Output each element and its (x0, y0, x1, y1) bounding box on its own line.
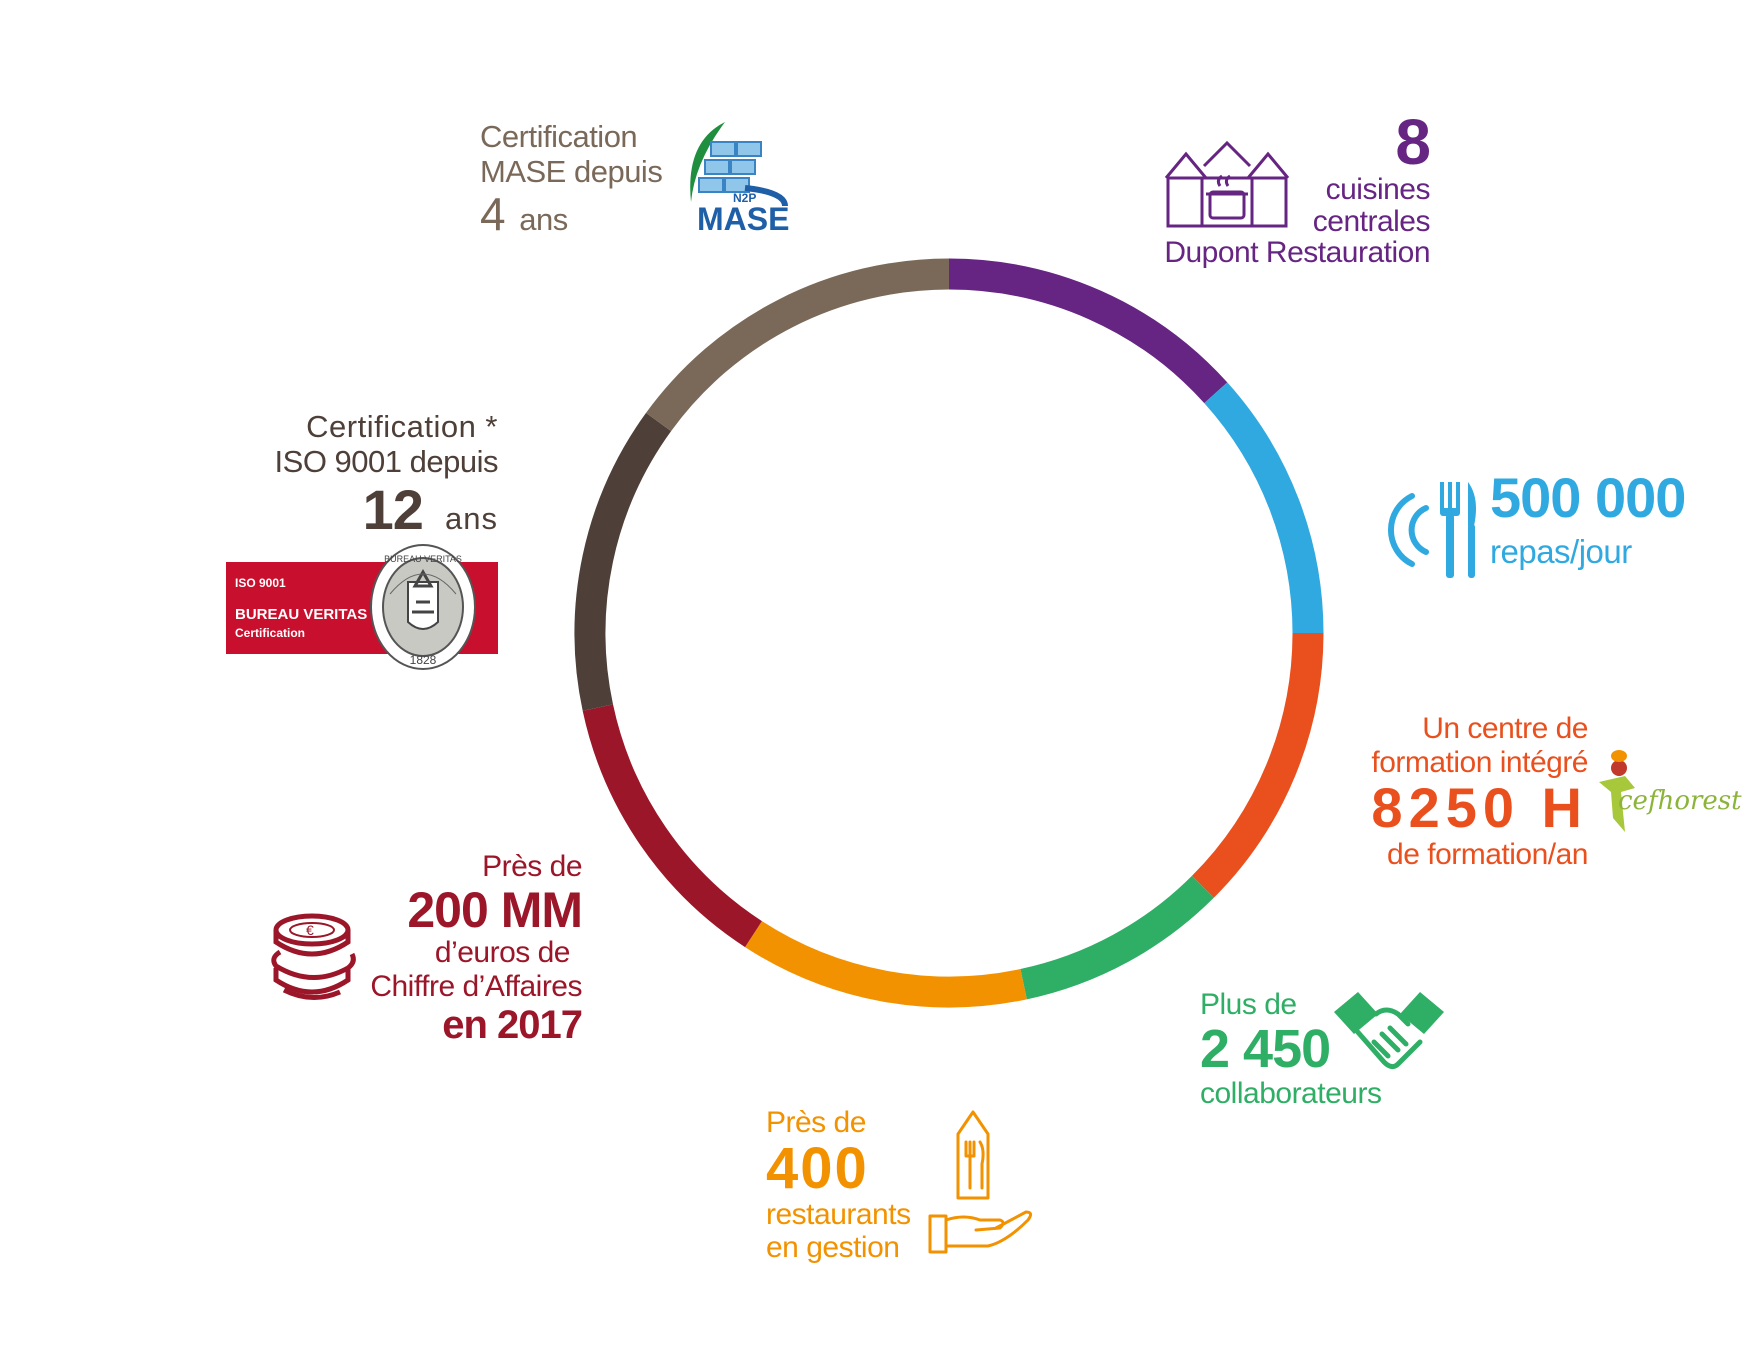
restaurants-prefix: Près de (766, 1106, 866, 1139)
restaurants-number: 400 (766, 1135, 869, 1201)
mase-logo-main: MASE (697, 201, 789, 237)
revenue-line3: d’euros de (434, 936, 571, 970)
training-line4: de formation/an (1387, 837, 1588, 871)
meals-number: 500 000 (1490, 466, 1686, 529)
mase-logo: N2P MASE (690, 122, 789, 237)
mase-line1: Certification (480, 119, 638, 154)
revenue-block: Près de 200 MM d’euros de Chiffre d’Affa… (340, 850, 583, 1048)
cefhorest-logo-text: cefhorest (1618, 786, 1742, 816)
iso-years-line: 12 ans (240, 479, 498, 542)
meals-block: 500 000 repas/jour (1490, 466, 1686, 571)
mase-block: Certification MASE depuis 4 ans (480, 119, 663, 241)
staff-prefix: Plus de (1200, 988, 1297, 1021)
restaurants-line3: restaurants (766, 1197, 911, 1231)
mase-years-unit: ans (519, 202, 568, 238)
meals-unit: repas/jour (1490, 533, 1632, 570)
bv-badge-line3: Certification (235, 626, 306, 640)
revenue-year: en 2017 (442, 1003, 583, 1048)
ring-segment-8 (646, 258, 950, 432)
kitchens-number: 8 (1395, 106, 1431, 178)
kitchens-line2: centrales (1312, 204, 1431, 238)
training-line1: Un centre de (1422, 712, 1588, 745)
bv-seal-top: BUREAU VERITAS (384, 554, 462, 564)
training-hours: 8250 H (1371, 776, 1588, 840)
kitchens-block: 8 cuisines centrales Dupont Restauration (1140, 106, 1431, 269)
revenue-number: 200 MM (407, 881, 583, 938)
training-block: Un centre de formation intégré 8250 H de… (1290, 712, 1588, 872)
restaurants-line4: en gestion (766, 1231, 900, 1265)
staff-unit: collaborateurs (1200, 1076, 1382, 1110)
coins-stack-icon: € (271, 913, 356, 1000)
ring-segment-7 (574, 412, 672, 711)
plate-fork-knife-icon (1388, 482, 1476, 578)
iso-line2: ISO 9001 depuis (274, 443, 499, 479)
restaurants-block: Près de 400 restaurants en gestion (766, 1106, 911, 1265)
staff-block: Plus de 2 450 collaborateurs (1200, 988, 1382, 1110)
iso-years: 12 (362, 478, 424, 542)
kitchens-line1: cuisines (1325, 173, 1431, 206)
hand-cutlery-icon (928, 1110, 1033, 1254)
revenue-prefix: Près de (482, 850, 582, 883)
ring-segment-4 (1020, 875, 1214, 1000)
mase-line2: MASE depuis (480, 153, 663, 189)
ring-segment-3 (1191, 632, 1324, 898)
bv-badge-line2: BUREAU VERITAS (235, 606, 368, 623)
mase-logo-small: N2P (733, 191, 756, 205)
iso-block: Certification * ISO 9001 depuis 12 ans (240, 409, 499, 542)
bureau-veritas-seal: 1828 BUREAU VERITAS (370, 544, 476, 670)
revenue-line4: Chiffre d’Affaires (370, 969, 582, 1003)
bv-seal-year: 1828 (410, 653, 437, 667)
training-line2: formation intégré (1371, 745, 1588, 779)
cefhorest-logo (1599, 750, 1635, 832)
ring-segment-2 (1204, 382, 1324, 634)
iso-years-unit: ans (445, 501, 498, 537)
handshake-icon (1334, 992, 1444, 1070)
staff-number: 2 450 (1200, 1018, 1331, 1079)
ring-segment-6 (582, 704, 762, 948)
bv-badge-line1: ISO 9001 (235, 576, 286, 590)
kitchens-line3: Dupont Restauration (1164, 236, 1430, 269)
iso-line1: Certification * (306, 409, 498, 444)
kitchen-houses-pot-icon (1164, 140, 1290, 228)
mase-years-line: 4 ans (480, 189, 662, 241)
svg-text:€: € (306, 922, 314, 938)
mase-years: 4 (480, 188, 506, 241)
ring-segment-1 (948, 258, 1228, 404)
ring-segment-5 (745, 921, 1027, 1008)
